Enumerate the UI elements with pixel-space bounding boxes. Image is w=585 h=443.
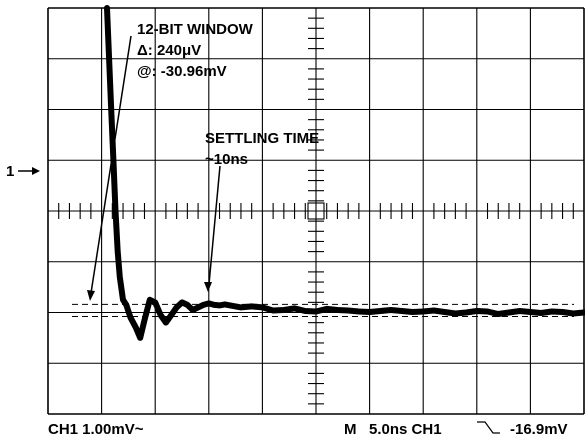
trigger-level-readout: -16.9mV (510, 421, 568, 438)
center-ticks (58, 17, 574, 405)
falling-edge-icon (477, 421, 500, 434)
window-level: @: -30.96mV (137, 63, 227, 80)
trace-ch1 (104, 5, 585, 341)
timebase-readout: 5.0ns CH1 (369, 421, 442, 438)
window-delta: Δ: 240μV (137, 42, 201, 59)
window-arrow-icon (87, 35, 132, 301)
center-box (307, 202, 325, 220)
window-title: 12-BIT WINDOW (137, 21, 254, 38)
channel-marker-label: 1 (6, 163, 14, 180)
settling-title: SETTLING TIME (205, 130, 319, 147)
channel-scale-readout: CH1 1.00mV~ (48, 421, 144, 438)
settling-value: ~10ns (205, 151, 248, 168)
arrow-right-icon (18, 167, 40, 175)
settling-arrow-icon (204, 165, 221, 292)
timebase-m-label: M (344, 421, 357, 438)
